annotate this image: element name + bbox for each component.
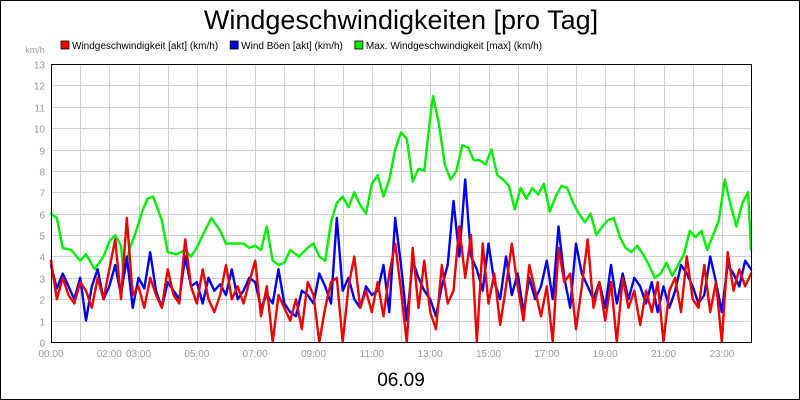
legend: Windgeschwindigkeit [akt] (km/h) Wind Böe…: [60, 40, 542, 52]
y-tick-label: 13: [34, 61, 46, 72]
x-tick-label: 11:00: [360, 349, 385, 360]
y-tick-label: 9: [39, 147, 45, 158]
y-axis-unit-label: km/h: [25, 45, 45, 55]
x-tick-label: 17:00: [534, 349, 559, 360]
series-line-max-windgeschwindigkeit-max-km-h: [49, 94, 753, 279]
x-tick-label: 23:00: [709, 349, 734, 360]
legend-label-windgeschwindigkeit-akt-km-h: Windgeschwindigkeit [akt] (km/h): [72, 41, 218, 52]
y-tick-label: 8: [39, 168, 45, 179]
x-tick-label: 13:00: [418, 349, 443, 360]
x-tick-label: 05:00: [184, 349, 209, 360]
legend-label-max-windgeschwindigkeit-max-km-h: Max. Windgeschwindigkeit [max] (km/h): [366, 41, 542, 52]
y-tick-label: 12: [34, 82, 46, 93]
y-tick-label: 1: [39, 318, 45, 329]
y-tick-label: 0: [39, 339, 45, 350]
date-label: 06.09: [377, 370, 425, 391]
chart-title: Windgeschwindigkeiten [pro Tag]: [204, 5, 598, 35]
y-tick-label: 5: [39, 232, 45, 243]
x-tick-label: 03:00: [126, 349, 151, 360]
y-tick-label: 3: [39, 275, 45, 286]
y-tick-label: 7: [39, 189, 45, 200]
x-tick-label: 07:00: [243, 349, 268, 360]
plot-border: [51, 64, 752, 343]
y-tick-label: 2: [39, 296, 45, 307]
x-tick-label: 02:00: [97, 349, 122, 360]
legend-swatch-max-windgeschwindigkeit-max-km-h: [354, 40, 364, 50]
series-layer: [49, 94, 753, 344]
x-tick-label: 19:00: [593, 349, 618, 360]
y-tick-label: 10: [34, 125, 46, 136]
legend-label-wind-b-en-akt-km-h: Wind Böen [akt] (km/h): [241, 41, 343, 52]
y-tick-label: 6: [39, 211, 45, 222]
legend-swatch-wind-b-en-akt-km-h: [229, 40, 239, 50]
x-tick-label: 21:00: [651, 349, 676, 360]
x-tick-label: 00:00: [38, 349, 63, 360]
x-tick-label: 15:00: [476, 349, 501, 360]
y-tick-label: 11: [35, 104, 46, 115]
x-axis-ticks: 00:00 02:00 03:00 05:00 07:00 09:00 11:00 13:00…: [38, 349, 734, 360]
series-line-wind-b-en-akt-km-h: [49, 178, 753, 322]
series-line-windgeschwindigkeit-akt-km-h: [49, 216, 753, 344]
y-tick-label: 4: [39, 253, 45, 264]
legend-swatch-windgeschwindigkeit-akt-km-h: [60, 40, 70, 50]
x-tick-label: 09:00: [301, 349, 326, 360]
